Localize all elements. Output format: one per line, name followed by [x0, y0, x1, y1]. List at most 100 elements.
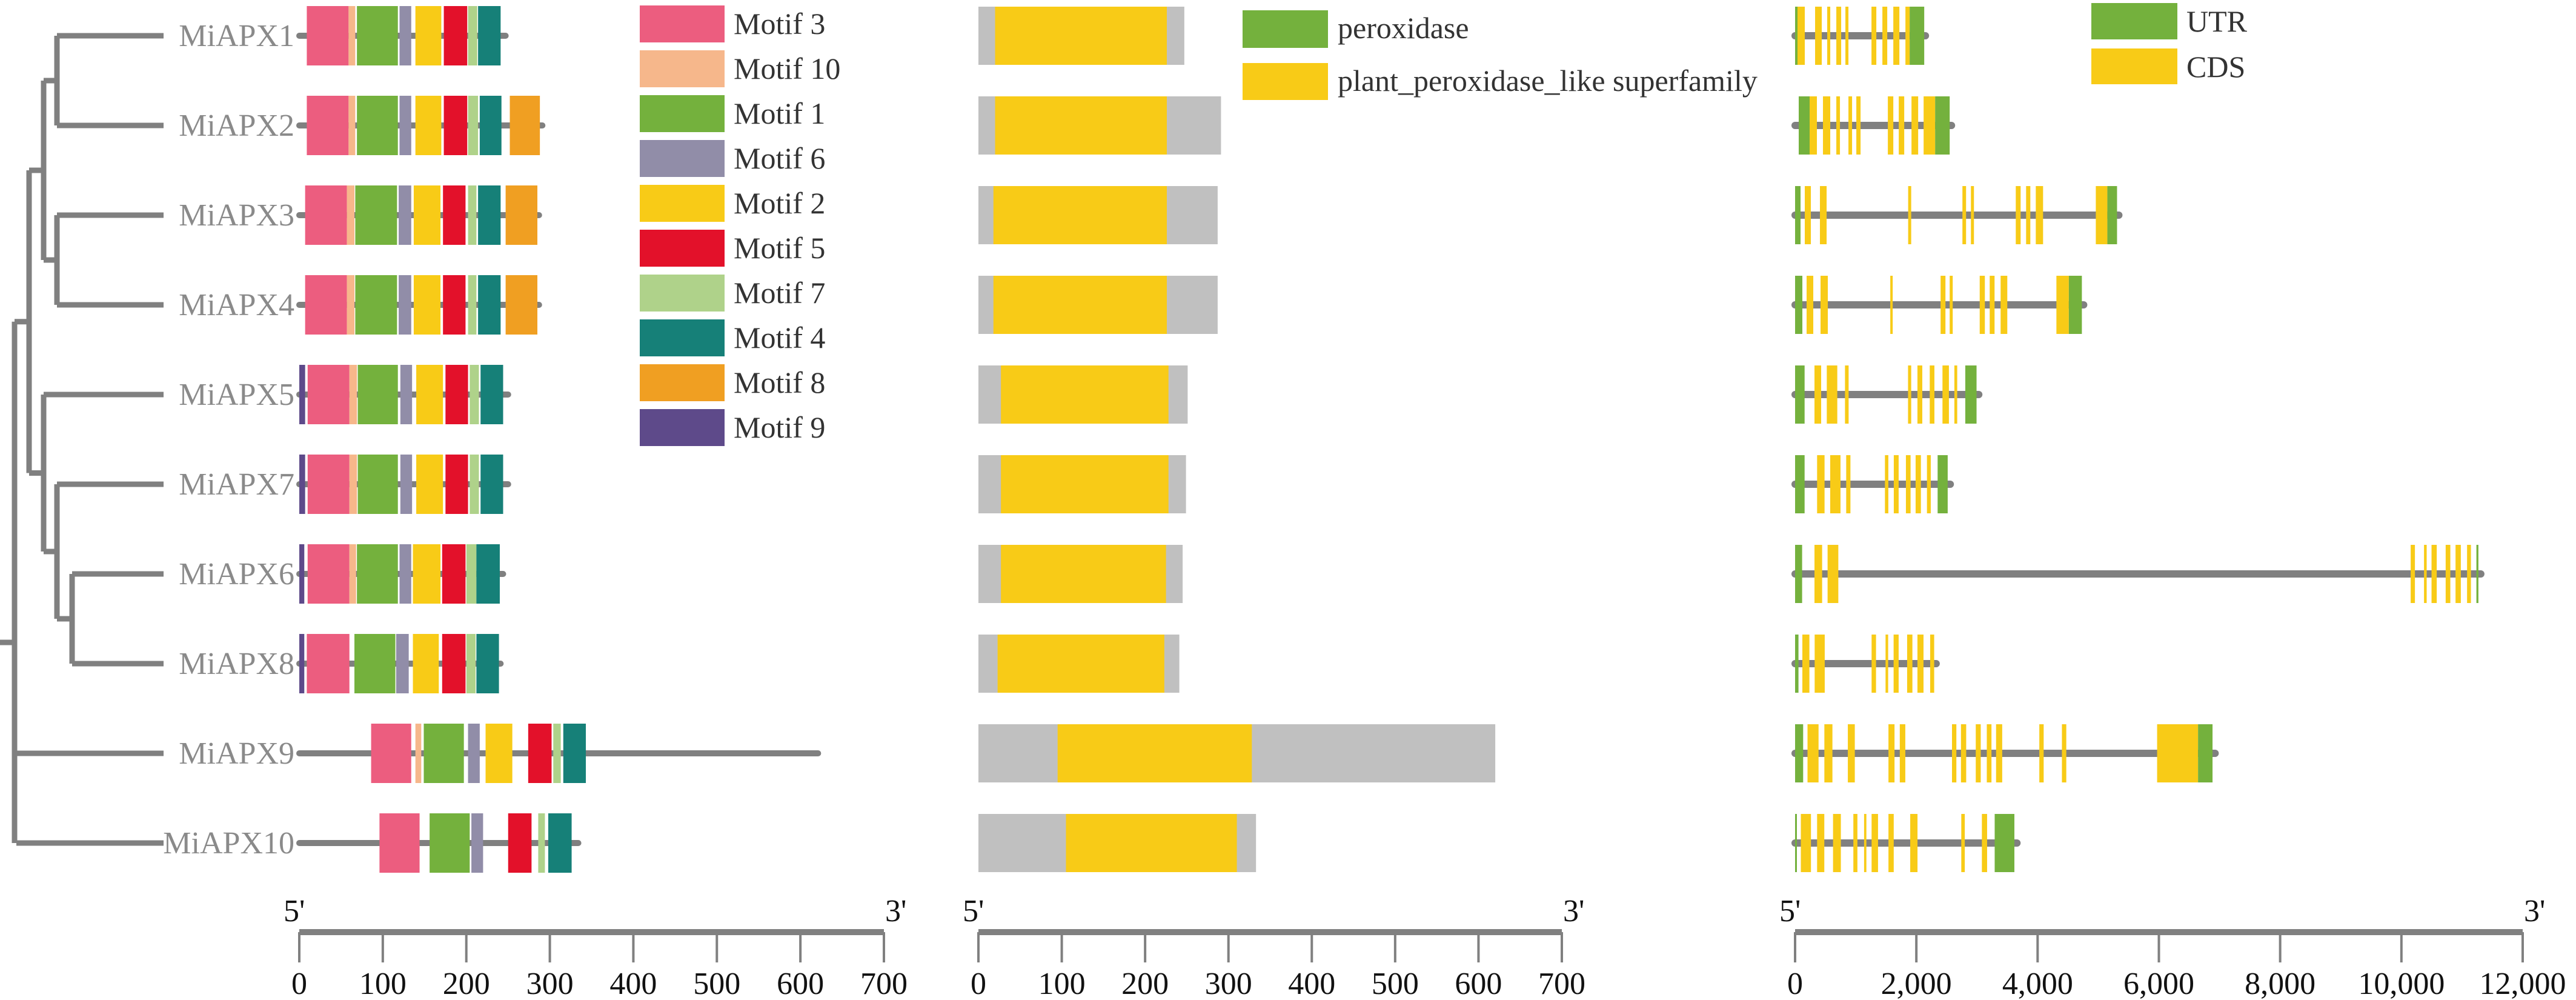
cds-block	[1961, 814, 1965, 872]
cds-block	[1830, 455, 1841, 513]
motif-box-motif-4	[478, 275, 501, 335]
motif-box-motif-7	[470, 455, 479, 514]
motif-box-motif-3	[307, 365, 350, 424]
axis-tick-label: 12,000	[2480, 967, 2566, 1000]
superfamily-domain	[1057, 724, 1252, 782]
superfamily-domain	[995, 96, 1167, 155]
cds-block	[1982, 814, 1987, 872]
cds-block	[1801, 814, 1811, 872]
utr-block	[1795, 276, 1803, 334]
utr-block	[1795, 814, 1797, 872]
utr-block	[1795, 365, 1805, 424]
legend-label: Motif 10	[734, 52, 840, 85]
motif-box-motif-1	[357, 365, 398, 424]
cds-block	[1930, 365, 1934, 424]
legend-label: Motif 8	[734, 365, 825, 399]
cds-block	[1971, 186, 1974, 244]
cds-block	[1807, 724, 1819, 782]
cds-block	[2411, 545, 2415, 603]
motif-box-motif-3	[305, 185, 347, 245]
legend-label: Motif 5	[734, 231, 825, 265]
cds-block	[1910, 814, 1918, 872]
motif-box-motif-3	[307, 544, 350, 604]
utr-block	[1795, 635, 1799, 693]
legend-swatch	[1243, 10, 1328, 48]
cds-block	[1917, 365, 1922, 424]
legend-swatch	[640, 50, 725, 87]
legend-label: Motif 1	[734, 96, 825, 130]
cds-block	[1871, 814, 1878, 872]
utr-block	[1795, 455, 1805, 513]
cds-block	[1871, 7, 1877, 65]
cds-block	[1798, 7, 1805, 65]
axis-tick-label: 400	[1288, 967, 1335, 1000]
domain-panel	[978, 7, 1496, 872]
axis-tick-label: 100	[1038, 967, 1086, 1000]
motif-box-motif-4	[478, 6, 501, 65]
scale-axes: 5' 3' 0 100 200 300 400 500 600 700 5' 3' 0 100 200 300…	[284, 894, 2566, 1000]
cds-block	[2056, 276, 2069, 334]
motif-box-motif-2	[416, 455, 443, 514]
legend-swatch	[640, 140, 725, 177]
motif-box-motif-3	[307, 455, 350, 514]
cds-block	[1821, 276, 1828, 334]
cds-block	[1888, 96, 1894, 155]
utr-block	[2476, 545, 2478, 603]
motif-box-motif-9	[299, 455, 305, 514]
motif-box-motif-6	[399, 96, 411, 155]
legend-swatch	[640, 319, 725, 356]
motif-box-motif-2	[413, 544, 441, 604]
motif-box-motif-3	[379, 813, 420, 873]
cds-block	[1836, 96, 1841, 155]
axis-tick-label: 4,000	[2002, 967, 2073, 1000]
cds-block	[1907, 635, 1913, 693]
motif-box-motif-3	[305, 275, 347, 335]
motif-box-motif-10	[348, 96, 356, 155]
gene-label: MiAPX8	[179, 647, 294, 681]
legend-swatch	[640, 275, 725, 312]
superfamily-domain	[995, 7, 1167, 65]
cds-block	[1885, 455, 1888, 513]
motif-box-motif-4	[476, 544, 500, 604]
axis-3prime-label: 3'	[2524, 894, 2545, 928]
motif-box-motif-10	[415, 724, 422, 783]
motif-box-motif-1	[357, 96, 398, 155]
cds-block	[1940, 276, 1946, 334]
cds-block	[2445, 545, 2451, 603]
cds-block	[1814, 545, 1822, 603]
motif-box-motif-5	[445, 455, 468, 514]
cds-block	[1820, 186, 1827, 244]
superfamily-domain	[1001, 545, 1166, 603]
axis-tick-label: 0	[291, 967, 307, 1000]
motif-box-motif-2	[416, 365, 443, 424]
cds-block	[1927, 455, 1931, 513]
motif-box-motif-1	[423, 724, 464, 783]
motif-box-motif-7	[466, 544, 477, 604]
motif-box-motif-6	[468, 724, 480, 783]
motif-box-motif-7	[470, 365, 479, 424]
cds-block	[1823, 96, 1831, 155]
motif-axis: 5' 3' 0 100 200 300 400 500 600 700	[284, 894, 908, 1000]
legend-label: CDS	[2186, 50, 2245, 84]
cds-block	[1899, 724, 1905, 782]
motif-box-motif-7	[468, 6, 477, 65]
legend-swatch	[1243, 63, 1328, 100]
cds-block	[1802, 635, 1810, 693]
axis-tick-label: 200	[443, 967, 490, 1000]
cds-block	[1848, 724, 1855, 782]
cds-block	[2455, 545, 2461, 603]
gene-label: MiAPX4	[179, 288, 294, 322]
axis-3prime-label: 3'	[885, 894, 906, 928]
motif-box-motif-2	[415, 6, 442, 65]
axis-tick-label: 400	[609, 967, 657, 1000]
motif-box-motif-6	[399, 6, 411, 65]
domain-axis: 5' 3' 0 100 200 300 400 500 600 700	[963, 894, 1585, 1000]
motif-box-motif-10	[349, 365, 357, 424]
cds-block	[1930, 635, 1934, 693]
axis-tick-label: 10,000	[2358, 967, 2445, 1000]
motif-box-motif-6	[396, 634, 409, 693]
cds-block	[1845, 7, 1849, 65]
utr-block	[1910, 7, 1925, 65]
cds-block	[1950, 276, 1953, 334]
cds-block	[1856, 96, 1861, 155]
